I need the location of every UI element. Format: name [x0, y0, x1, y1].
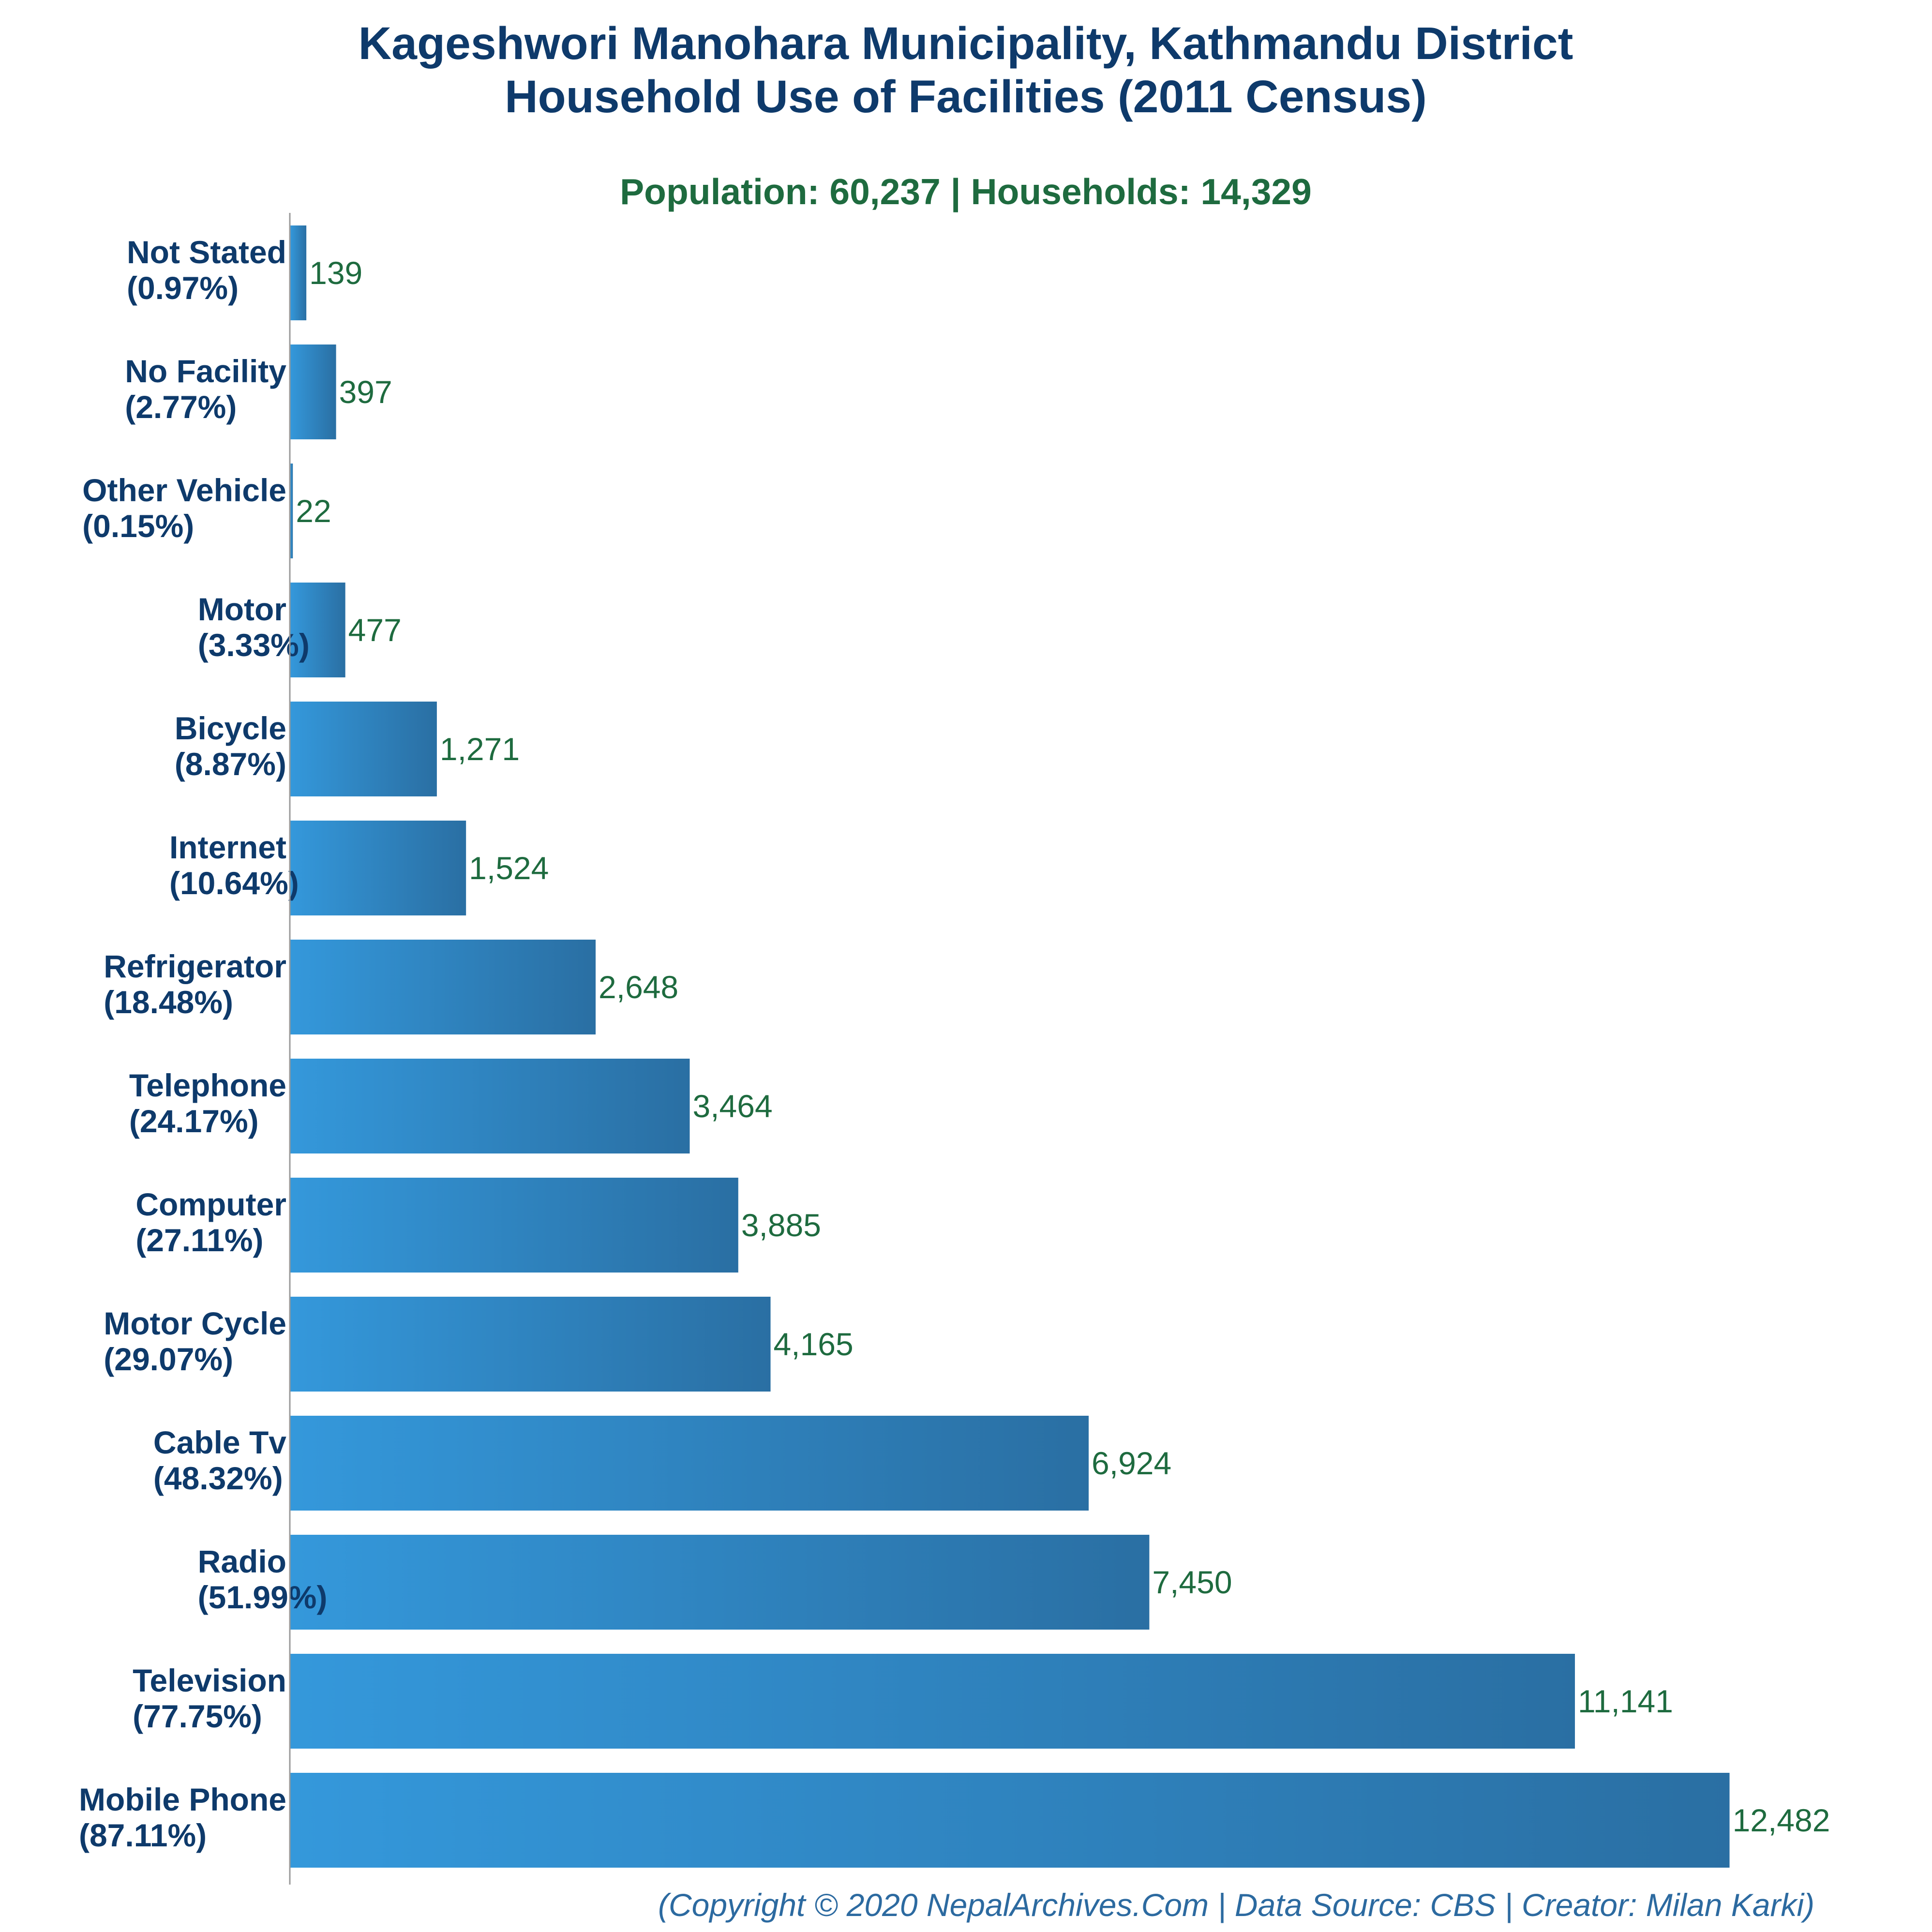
category-label-mobile-phone: Mobile Phone (87.11%) [79, 1782, 286, 1853]
value-label-television: 11,141 [1578, 1683, 1673, 1719]
category-label-no-facility: No Facility (2.77%) [125, 353, 286, 425]
category-label-not-stated: Not Stated (0.97%) [127, 234, 286, 306]
value-label-internet: 1,524 [469, 850, 549, 886]
category-labels-group: Not Stated (0.97%) No Facility (2.77%) Other… [79, 234, 327, 1853]
value-label-refrigerator: 2,648 [599, 969, 678, 1005]
value-label-no-facility: 397 [339, 374, 392, 410]
bars-group [290, 225, 1730, 1868]
category-label-refrigerator: Refrigerator (18.48%) [104, 948, 286, 1020]
credit-text: (Copyright © 2020 NepalArchives.Com | Da… [658, 1887, 1814, 1924]
category-label-motor-cycle: Motor Cycle (29.07%) [104, 1305, 286, 1377]
category-label-motor: Motor (3.33%) [198, 591, 310, 663]
value-label-not-stated: 139 [309, 255, 362, 291]
category-label-television: Television (77.75%) [133, 1662, 286, 1734]
category-label-cable-tv: Cable Tv (48.32%) [153, 1424, 286, 1496]
bar-internet [290, 821, 466, 915]
value-label-mobile-phone: 12,482 [1733, 1802, 1830, 1838]
value-label-motor-cycle: 4,165 [774, 1326, 854, 1362]
value-label-telephone: 3,464 [693, 1088, 773, 1124]
bar-refrigerator [290, 940, 596, 1034]
bar-cable-tv [290, 1416, 1089, 1511]
value-label-other-vehicle: 22 [296, 493, 331, 529]
bar-bicycle [290, 702, 437, 796]
chart-title-line2: Household Use of Facilities (2011 Census… [505, 71, 1427, 122]
category-label-radio: Radio (51.99%) [198, 1543, 328, 1615]
chart-title: Kageshwori Manohara Municipality, Kathma… [359, 18, 1573, 69]
value-label-computer: 3,885 [741, 1207, 821, 1243]
chart-subtitle: Population: 60,237 | Households: 14,329 [620, 171, 1312, 212]
value-label-bicycle: 1,271 [440, 731, 520, 767]
value-label-cable-tv: 6,924 [1092, 1445, 1171, 1481]
bar-computer [290, 1178, 738, 1273]
category-label-telephone: Telephone (24.17%) [129, 1067, 286, 1139]
value-labels-group: 139 397 22 477 1,271 1,524 2,648 3,464 3,885 4,16… [296, 255, 1830, 1838]
bar-other-vehicle [290, 464, 293, 558]
value-label-radio: 7,450 [1152, 1564, 1232, 1600]
bar-television [290, 1654, 1575, 1749]
value-label-motor: 477 [348, 612, 402, 648]
bar-not-stated [290, 225, 307, 320]
bar-radio [290, 1535, 1150, 1630]
bar-no-facility [290, 344, 336, 439]
bar-telephone [290, 1059, 690, 1153]
category-label-computer: Computer (27.11%) [135, 1186, 286, 1258]
bar-motor [290, 583, 345, 677]
bar-motor-cycle [290, 1297, 771, 1392]
category-label-internet: Internet (10.64%) [169, 829, 299, 901]
bar-mobile-phone [290, 1773, 1730, 1868]
category-label-other-vehicle: Other Vehicle (0.15%) [82, 472, 286, 544]
category-label-bicycle: Bicycle (8.87%) [175, 710, 286, 782]
